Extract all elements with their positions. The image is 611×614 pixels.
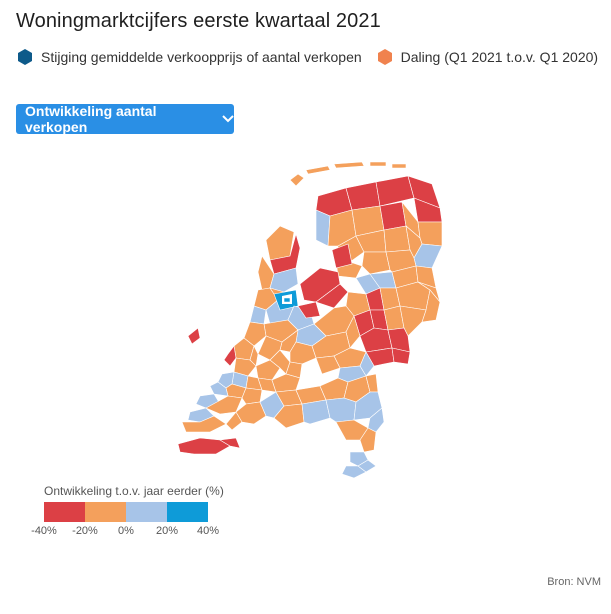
region-den-helder[interactable]: [265, 225, 295, 261]
region-almere[interactable]: [297, 301, 321, 319]
region-zeeuws-vlaanderen-west[interactable]: [177, 437, 231, 455]
province-south: [235, 373, 385, 479]
scale-tick: -20%: [72, 525, 98, 537]
region-berkelland[interactable]: [387, 327, 411, 353]
dropdown-label: Ontwikkeling aantal verkopen: [25, 103, 157, 135]
region-delft[interactable]: [233, 357, 257, 377]
province-flevoland: [297, 243, 353, 319]
scale-bin-decline: [85, 502, 126, 522]
region-hoek-van-holland[interactable]: [187, 327, 201, 345]
scale-tick: 20%: [155, 525, 179, 537]
region-oisterwijk[interactable]: [301, 399, 331, 425]
province-noord-holland: [249, 225, 315, 343]
region-gouda[interactable]: [255, 359, 281, 381]
region-vlieland[interactable]: [305, 165, 331, 175]
province-noord: [315, 175, 443, 279]
region-amsterdam-centrum[interactable]: [283, 297, 291, 303]
region-winterswijk[interactable]: [391, 347, 411, 365]
region-goeree[interactable]: [209, 381, 229, 397]
scale-tick: 0%: [118, 525, 134, 537]
scale-ticks: -40% -20% 0% 20% 40%: [0, 525, 611, 541]
hexagon-icon: [18, 49, 32, 65]
region-noordoostpolder[interactable]: [331, 243, 353, 269]
legend-label-increase: Stijging gemiddelde verkoopprijs of aant…: [41, 49, 362, 65]
color-scale: [44, 502, 208, 522]
page-title: Woningmarktcijfers eerste kwartaal 2021: [16, 10, 381, 32]
region-schiermonnikoog[interactable]: [391, 163, 407, 169]
region-leiden[interactable]: [243, 321, 267, 347]
legend-label-decline: Daling (Q1 2021 t.o.v. Q1 2020): [400, 49, 599, 65]
source-note: Bron: NVM: [547, 576, 601, 588]
scale-bin-strong-decline: [44, 502, 85, 522]
region-heerlen[interactable]: [357, 459, 377, 473]
legend: Stijging gemiddelde verkoopprijs of aant…: [18, 49, 611, 65]
region-eindhoven[interactable]: [325, 397, 357, 423]
region-dordrecht[interactable]: [241, 387, 263, 405]
scale-tick: -40%: [31, 525, 57, 537]
region-dongeradeel[interactable]: [375, 175, 415, 207]
region-venray[interactable]: [367, 407, 385, 433]
legend-item-increase: Stijging gemiddelde verkoopprijs of aant…: [18, 49, 362, 65]
wadden-islands: [289, 161, 407, 187]
legend-item-decline: Daling (Q1 2021 t.o.v. Q1 2020): [377, 49, 599, 65]
region-tholen[interactable]: [205, 395, 243, 415]
region-haaksbergen[interactable]: [399, 305, 427, 337]
netherlands-map: [177, 161, 443, 479]
scale-title: Ontwikkeling t.o.v. jaar eerder (%): [44, 484, 224, 498]
region-leeuwarden[interactable]: [345, 181, 381, 211]
region-terschelling[interactable]: [333, 161, 365, 169]
region-ameland[interactable]: [369, 161, 387, 167]
region-roermond[interactable]: [359, 427, 377, 453]
scale-bin-increase: [126, 502, 167, 522]
scale-tick: 40%: [196, 525, 220, 537]
region-maastricht[interactable]: [341, 465, 367, 479]
metric-dropdown[interactable]: Ontwikkeling aantal verkopen: [16, 103, 234, 135]
region-zeeuws-vlaanderen-oost[interactable]: [219, 437, 241, 449]
region-groningen[interactable]: [379, 201, 407, 231]
province-east: [345, 265, 441, 367]
region-aa-en-hunze[interactable]: [383, 225, 411, 253]
region-hoorn[interactable]: [269, 267, 299, 293]
region-westland[interactable]: [223, 345, 237, 367]
hexagon-icon: [377, 49, 392, 65]
scale-bin-strong-increase: [167, 502, 208, 522]
province-centre: [279, 305, 375, 383]
province-south-west: [177, 321, 303, 455]
region-sudwest-fryslan[interactable]: [315, 209, 331, 247]
chevron-down-icon: [222, 115, 234, 123]
region-gorinchem[interactable]: [271, 373, 301, 393]
region-westerveld[interactable]: [361, 251, 391, 275]
region-texel[interactable]: [289, 173, 305, 187]
